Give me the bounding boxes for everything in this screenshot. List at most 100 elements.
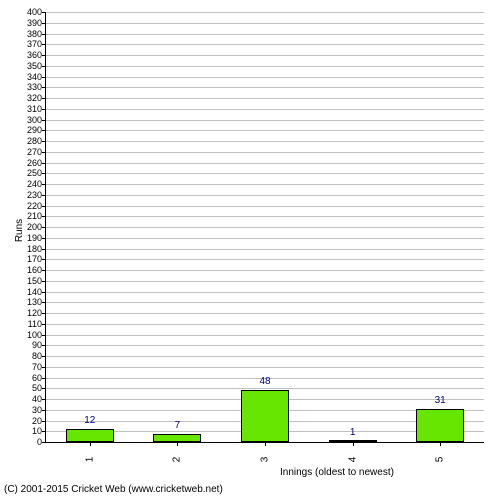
ytick-label: 80 — [32, 351, 46, 361]
x-axis-title: Innings (oldest to newest) — [280, 467, 394, 478]
gridline — [46, 34, 484, 35]
ytick-label: 0 — [37, 437, 46, 447]
plot-area: 0102030405060708090100110120130140150160… — [45, 12, 484, 443]
gridline — [46, 98, 484, 99]
ytick-label: 50 — [32, 383, 46, 393]
ytick-label: 240 — [27, 179, 46, 189]
gridline — [46, 313, 484, 314]
xtick-mark — [440, 442, 441, 446]
ytick-label: 10 — [32, 426, 46, 436]
gridline — [46, 270, 484, 271]
ytick-label: 130 — [27, 297, 46, 307]
gridline — [46, 216, 484, 217]
ytick-label: 270 — [27, 147, 46, 157]
bar-value-label: 1 — [350, 427, 356, 438]
gridline — [46, 130, 484, 131]
gridline — [46, 195, 484, 196]
xtick-label: 1 — [84, 457, 95, 463]
xtick-label: 2 — [172, 457, 183, 463]
ytick-label: 70 — [32, 362, 46, 372]
gridline — [46, 206, 484, 207]
ytick-label: 330 — [27, 82, 46, 92]
gridline — [46, 12, 484, 13]
y-axis-title: Runs — [14, 219, 25, 242]
ytick-label: 220 — [27, 201, 46, 211]
bar — [416, 409, 464, 442]
ytick-label: 90 — [32, 340, 46, 350]
ytick-label: 290 — [27, 125, 46, 135]
ytick-label: 60 — [32, 373, 46, 383]
gridline — [46, 324, 484, 325]
gridline — [46, 281, 484, 282]
ytick-label: 140 — [27, 287, 46, 297]
gridline — [46, 302, 484, 303]
ytick-label: 20 — [32, 416, 46, 426]
ytick-label: 180 — [27, 244, 46, 254]
gridline — [46, 44, 484, 45]
gridline — [46, 249, 484, 250]
ytick-label: 160 — [27, 265, 46, 275]
bar-value-label: 48 — [259, 376, 270, 387]
ytick-label: 210 — [27, 211, 46, 221]
chart-container: 0102030405060708090100110120130140150160… — [0, 0, 500, 500]
ytick-label: 200 — [27, 222, 46, 232]
ytick-label: 100 — [27, 330, 46, 340]
gridline — [46, 141, 484, 142]
ytick-label: 170 — [27, 254, 46, 264]
gridline — [46, 77, 484, 78]
ytick-label: 400 — [27, 7, 46, 17]
xtick-mark — [177, 442, 178, 446]
ytick-label: 110 — [28, 319, 46, 329]
ytick-label: 250 — [27, 168, 46, 178]
ytick-label: 230 — [27, 190, 46, 200]
gridline — [46, 367, 484, 368]
copyright-text: (C) 2001-2015 Cricket Web (www.cricketwe… — [4, 484, 223, 495]
xtick-label: 4 — [347, 457, 358, 463]
gridline — [46, 87, 484, 88]
ytick-label: 310 — [27, 104, 46, 114]
bar-value-label: 7 — [175, 420, 181, 431]
ytick-label: 340 — [27, 72, 46, 82]
gridline — [46, 23, 484, 24]
bar-value-label: 31 — [435, 395, 446, 406]
gridline — [46, 55, 484, 56]
gridline — [46, 152, 484, 153]
ytick-label: 390 — [27, 18, 46, 28]
ytick-label: 150 — [27, 276, 46, 286]
bar — [241, 390, 289, 442]
gridline — [46, 388, 484, 389]
gridline — [46, 163, 484, 164]
ytick-label: 30 — [32, 405, 46, 415]
xtick-mark — [90, 442, 91, 446]
xtick-label: 3 — [260, 457, 271, 463]
gridline — [46, 356, 484, 357]
bar — [66, 429, 114, 442]
gridline — [46, 335, 484, 336]
gridline — [46, 227, 484, 228]
gridline — [46, 292, 484, 293]
ytick-label: 260 — [27, 158, 46, 168]
ytick-label: 280 — [27, 136, 46, 146]
ytick-label: 350 — [27, 61, 46, 71]
ytick-label: 120 — [27, 308, 46, 318]
ytick-label: 300 — [27, 115, 46, 125]
ytick-label: 320 — [27, 93, 46, 103]
gridline — [46, 66, 484, 67]
gridline — [46, 109, 484, 110]
gridline — [46, 238, 484, 239]
xtick-mark — [265, 442, 266, 446]
bar-value-label: 12 — [84, 415, 95, 426]
ytick-label: 360 — [27, 50, 46, 60]
gridline — [46, 184, 484, 185]
ytick-label: 190 — [27, 233, 46, 243]
gridline — [46, 173, 484, 174]
ytick-label: 370 — [27, 39, 46, 49]
xtick-label: 5 — [435, 457, 446, 463]
bar — [153, 434, 201, 442]
gridline — [46, 345, 484, 346]
ytick-label: 380 — [27, 29, 46, 39]
ytick-label: 40 — [32, 394, 46, 404]
gridline — [46, 259, 484, 260]
xtick-mark — [353, 442, 354, 446]
gridline — [46, 120, 484, 121]
